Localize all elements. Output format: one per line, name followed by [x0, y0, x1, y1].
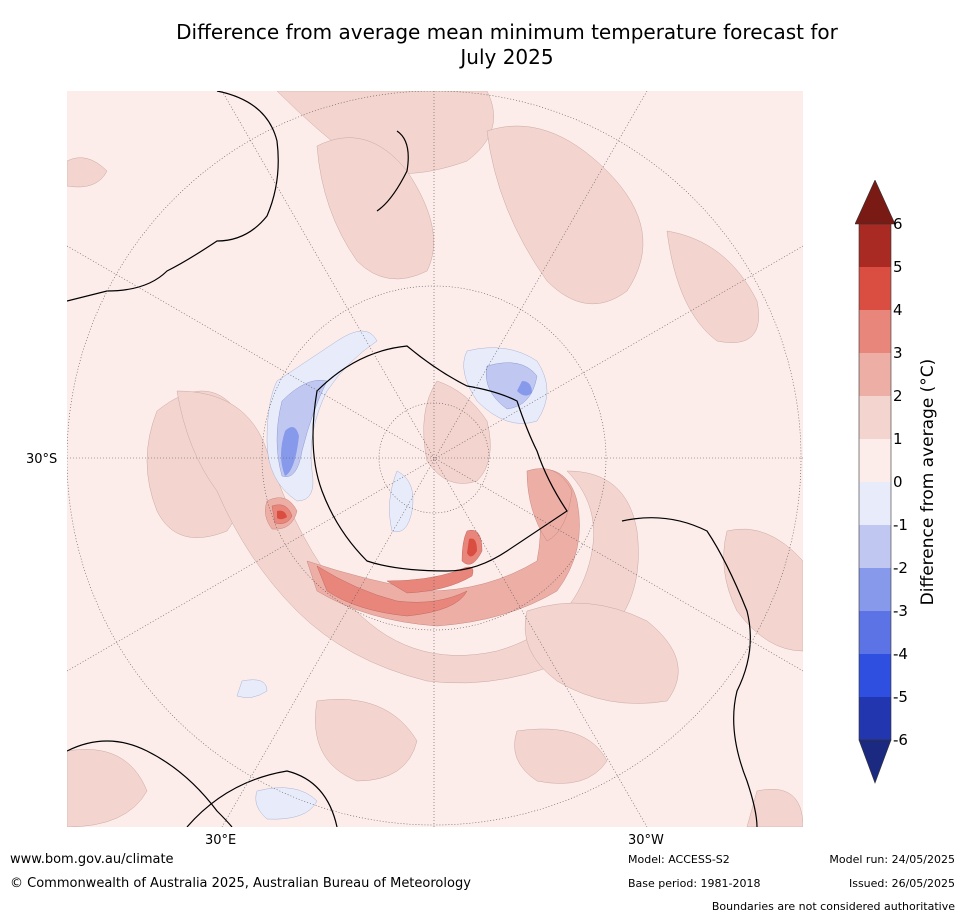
colorbar-tick-3: 3 [893, 344, 903, 362]
anomaly-4-to-5 [277, 510, 477, 557]
band-3-4 [859, 310, 891, 353]
website-link[interactable]: www.bom.gov.au/climate [10, 852, 174, 867]
polar-map[interactable] [67, 91, 803, 827]
south-america-outline [621, 517, 758, 827]
antarctica-outline [312, 345, 568, 572]
boundaries-disclaimer: Boundaries are not considered authoritat… [711, 900, 955, 913]
title-line-1: Difference from average mean minimum tem… [176, 20, 838, 44]
africa-outline [67, 740, 233, 827]
band-neg1-0 [859, 482, 891, 525]
map-canvas [67, 91, 803, 827]
graticule [67, 91, 803, 827]
issued-text: Issued: 26/05/2025 [848, 877, 955, 890]
title-line-2: July 2025 [460, 45, 554, 69]
anomaly-neg-2-to-3 [281, 381, 532, 476]
colorbar [854, 179, 965, 785]
colorbar-tick-neg5: -5 [893, 688, 908, 706]
africa-south-outline [186, 770, 338, 827]
colorbar-tick-5: 5 [893, 258, 903, 276]
band-1-2 [859, 396, 891, 439]
colorbar-tick-neg3: -3 [893, 602, 908, 620]
colorbar-tick-0: 0 [893, 473, 903, 491]
model-run-text: Model run: 24/05/2025 [829, 853, 955, 866]
lon-label-30w: 30°W [628, 833, 664, 848]
band-5-6 [859, 224, 891, 267]
colorbar-tick-neg1: -1 [893, 516, 908, 534]
colorbar-cap-bottom [858, 739, 892, 784]
band-neg5-neg4 [859, 654, 891, 697]
anomaly-1-to-2 [67, 91, 803, 827]
band-neg4-neg3 [859, 611, 891, 654]
coastlines [67, 91, 758, 827]
colorbar-tick-neg2: -2 [893, 559, 908, 577]
lon-label-30e: 30°E [205, 833, 237, 848]
band-neg6-neg5 [859, 697, 891, 740]
model-text: Model: ACCESS-S2 [628, 853, 730, 866]
australia-outline [67, 91, 279, 302]
new-zealand-outline [376, 130, 409, 212]
band-2-3 [859, 353, 891, 396]
colorbar-cap-top [854, 179, 896, 225]
lat-label-30s: 30°S [26, 452, 58, 467]
colorbar-tick-neg4: -4 [893, 645, 908, 663]
colorbar-tick-4: 4 [893, 301, 903, 319]
colorbar-tick-neg6: -6 [893, 731, 908, 749]
colorbar-scale [854, 179, 896, 784]
base-period-text: Base period: 1981-2018 [628, 877, 761, 890]
colorbar-tick-1: 1 [893, 430, 903, 448]
colorbar-tick-6: 6 [893, 215, 903, 233]
copyright-text: © Commonwealth of Australia 2025, Austra… [10, 876, 471, 891]
band-neg3-neg2 [859, 568, 891, 611]
band-neg2-neg1 [859, 525, 891, 568]
colorbar-tick-2: 2 [893, 387, 903, 405]
map-title: Difference from average mean minimum tem… [67, 20, 947, 70]
band-4-5 [859, 267, 891, 310]
band-0-1 [859, 439, 891, 482]
colorbar-title: Difference from average (°C) [918, 358, 938, 606]
